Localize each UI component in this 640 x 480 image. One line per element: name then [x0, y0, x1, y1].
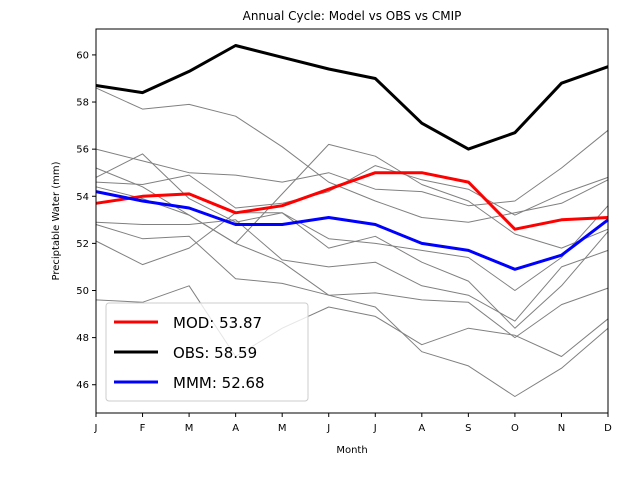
x-tick-label: M — [185, 423, 194, 434]
y-axis: 46 48 50 52 54 56 58 60 — [76, 50, 96, 391]
series-line-mmm — [95, 190, 609, 271]
legend-label-mod: MOD: 53.87 — [173, 314, 262, 332]
model-series-line-4 — [95, 165, 609, 216]
model-series-line-10 — [95, 186, 609, 397]
model-series-line-9 — [95, 285, 609, 357]
x-tick-label: A — [418, 423, 425, 434]
x-tick-label: O — [511, 423, 519, 434]
plot-frame — [95, 28, 609, 414]
y-tick-label: 48 — [76, 333, 89, 344]
model-series-line-7 — [95, 212, 609, 329]
x-tick-label: A — [232, 423, 239, 434]
y-tick-label: 50 — [76, 286, 89, 297]
x-tick-label: S — [465, 423, 471, 434]
chart-title: Annual Cycle: Model vs OBS vs CMIP — [243, 9, 462, 23]
y-tick-label: 46 — [76, 380, 89, 391]
x-tick-label: J — [326, 423, 330, 434]
series-line-obs — [95, 44, 609, 151]
model-series-line-6 — [95, 219, 609, 322]
y-tick-label: 54 — [76, 192, 89, 203]
legend-label-obs: OBS: 58.59 — [173, 344, 257, 362]
series-line-mod — [95, 171, 609, 231]
y-tick-label: 58 — [76, 98, 89, 109]
y-tick-label: 60 — [76, 50, 89, 61]
model-series-line-5 — [95, 153, 609, 291]
x-tick-label: J — [373, 423, 377, 434]
x-tick-label: M — [278, 423, 287, 434]
x-tick-label: F — [140, 423, 146, 434]
legend-label-mmm: MMM: 52.68 — [173, 374, 265, 392]
x-tick-label: J — [94, 423, 98, 434]
legend: MOD: 53.87 OBS: 58.59 MMM: 52.68 — [105, 302, 309, 402]
model-series-group — [95, 87, 609, 397]
y-axis-label: Preciptable Water (mm) — [51, 161, 62, 280]
y-tick-label: 52 — [76, 239, 89, 250]
x-tick-label: N — [558, 423, 565, 434]
y-tick-label: 56 — [76, 145, 89, 156]
model-series-line-8 — [95, 224, 609, 339]
highlighted-series-group — [95, 44, 609, 271]
x-tick-label: D — [604, 423, 612, 434]
legend-box — [105, 302, 309, 402]
model-series-line-1 — [95, 87, 609, 223]
model-series-line-3 — [95, 143, 609, 249]
x-axis-label: Month — [336, 445, 367, 456]
